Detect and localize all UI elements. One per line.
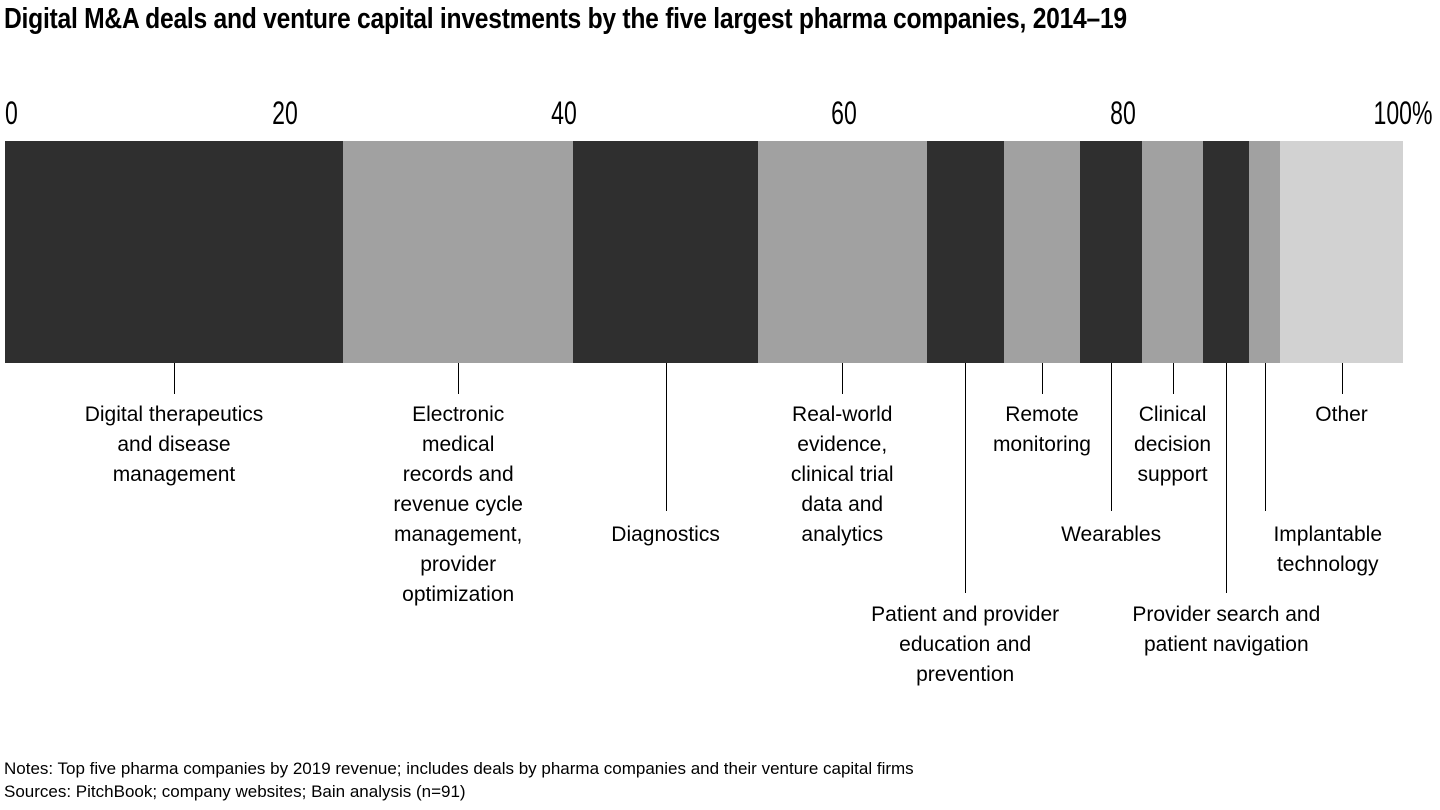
segment-label: Real-world evidence, clinical trial data an… [791, 400, 894, 550]
segment-label: Clinical decision support [1134, 400, 1211, 490]
segment-label-line: Electronic [412, 403, 505, 426]
axis-tick-text: 80 [1110, 95, 1137, 131]
leader-line [1264, 363, 1266, 511]
segment-label-line: management, [393, 523, 523, 546]
segment-label: Wearables [1061, 520, 1161, 550]
segment-label-line: Implantable [1273, 523, 1383, 546]
segment-label-line: Real-world [792, 403, 893, 426]
segment-label-line: technology [1276, 553, 1379, 576]
leader-line [1111, 363, 1113, 511]
bar-segment [926, 141, 1004, 363]
segment-label: Provider search and patient navigation [1132, 600, 1320, 660]
segment-label-line: monitoring [992, 433, 1091, 456]
segment-label-line: records and [402, 463, 514, 486]
bar-segment [5, 141, 343, 363]
segment-label-line: Patient and provider [871, 603, 1060, 626]
bar-segment [1280, 141, 1403, 363]
segment-label-line: Wearables [1061, 523, 1162, 546]
axis-tick-label: 40 [546, 97, 582, 129]
chart-title-text: Digital M&A deals and venture capital in… [4, 3, 1127, 35]
segment-label-line: decision [1134, 433, 1212, 456]
bar-segment [757, 141, 927, 363]
sources-line: Sources: PitchBook; company websites; Ba… [4, 782, 466, 801]
axis-tick-label: 60 [826, 97, 862, 129]
axis-tick-label: 100% [1362, 97, 1440, 129]
bar-segment [573, 141, 758, 363]
axis-tick-text: 0 [5, 95, 18, 131]
notes-line: Notes: Top five pharma companies by 2019… [4, 759, 914, 778]
axis-tick-text: 60 [830, 95, 857, 131]
bar-segment [1003, 141, 1081, 363]
segment-label-line: Remote [1005, 403, 1079, 426]
leader-line [1172, 363, 1174, 394]
plot-area: 0 20 40 60 80 100% Digital therapeutics and di… [5, 0, 1432, 810]
footnotes: Notes: Top five pharma companies by 2019… [4, 757, 914, 803]
segment-label: Electronic medical records and revenue cycl… [393, 400, 523, 610]
segment-label: Other [1315, 400, 1368, 430]
leader-line [458, 363, 460, 394]
segment-label-line: management [112, 463, 236, 486]
leader-line [665, 363, 667, 511]
segment-label-line: clinical trial [790, 463, 894, 486]
segment-label-line: medical [421, 433, 495, 456]
segment-label-line: Clinical [1138, 403, 1207, 426]
segment-label-line: Digital therapeutics [84, 403, 264, 426]
axis-tick-label: 0 [5, 97, 23, 129]
bar-segment [1249, 141, 1281, 363]
segment-label-line: revenue cycle [393, 493, 523, 516]
segment-label-line: evidence, [797, 433, 888, 456]
segment-label-line: prevention [916, 663, 1015, 686]
bar-segment [1080, 141, 1142, 363]
bar-segment [1141, 141, 1204, 363]
leader-line [173, 363, 175, 394]
segment-label-line: support [1137, 463, 1208, 486]
axis-tick-text: 40 [551, 95, 578, 131]
stacked-bar [5, 141, 1403, 363]
segment-label: Digital therapeutics and disease managemen… [85, 400, 264, 490]
leader-line [1341, 363, 1343, 394]
leader-line [1226, 363, 1228, 593]
segment-label-line: patient navigation [1144, 633, 1309, 656]
segment-label-line: Provider search and [1132, 603, 1321, 626]
segment-label-line: education and [899, 633, 1032, 656]
axis-tick-text: 100% [1373, 95, 1433, 131]
segment-label-line: and disease [117, 433, 231, 456]
chart-title: Digital M&A deals and venture capital in… [4, 3, 1325, 36]
bar-segment [342, 141, 574, 363]
segment-label-line: data and [801, 493, 884, 516]
segment-label: Remote monitoring [993, 400, 1091, 460]
bar-segment [1203, 141, 1250, 363]
leader-line [842, 363, 844, 394]
axis-tick-label: 80 [1106, 97, 1142, 129]
leader-line [1041, 363, 1043, 394]
segment-label-line: Other [1315, 403, 1368, 426]
segment-label-line: Diagnostics [611, 523, 720, 546]
segment-label-line: provider [420, 553, 497, 576]
segment-label: Diagnostics [611, 520, 720, 550]
segment-label: Implantable technology [1273, 520, 1382, 580]
axis-tick-label: 20 [267, 97, 303, 129]
segment-label-line: optimization [402, 583, 515, 606]
segment-label-line: analytics [801, 523, 884, 546]
segment-label: Patient and provider education and prevent… [871, 600, 1059, 690]
leader-line [965, 363, 967, 593]
axis-tick-text: 20 [271, 95, 298, 131]
